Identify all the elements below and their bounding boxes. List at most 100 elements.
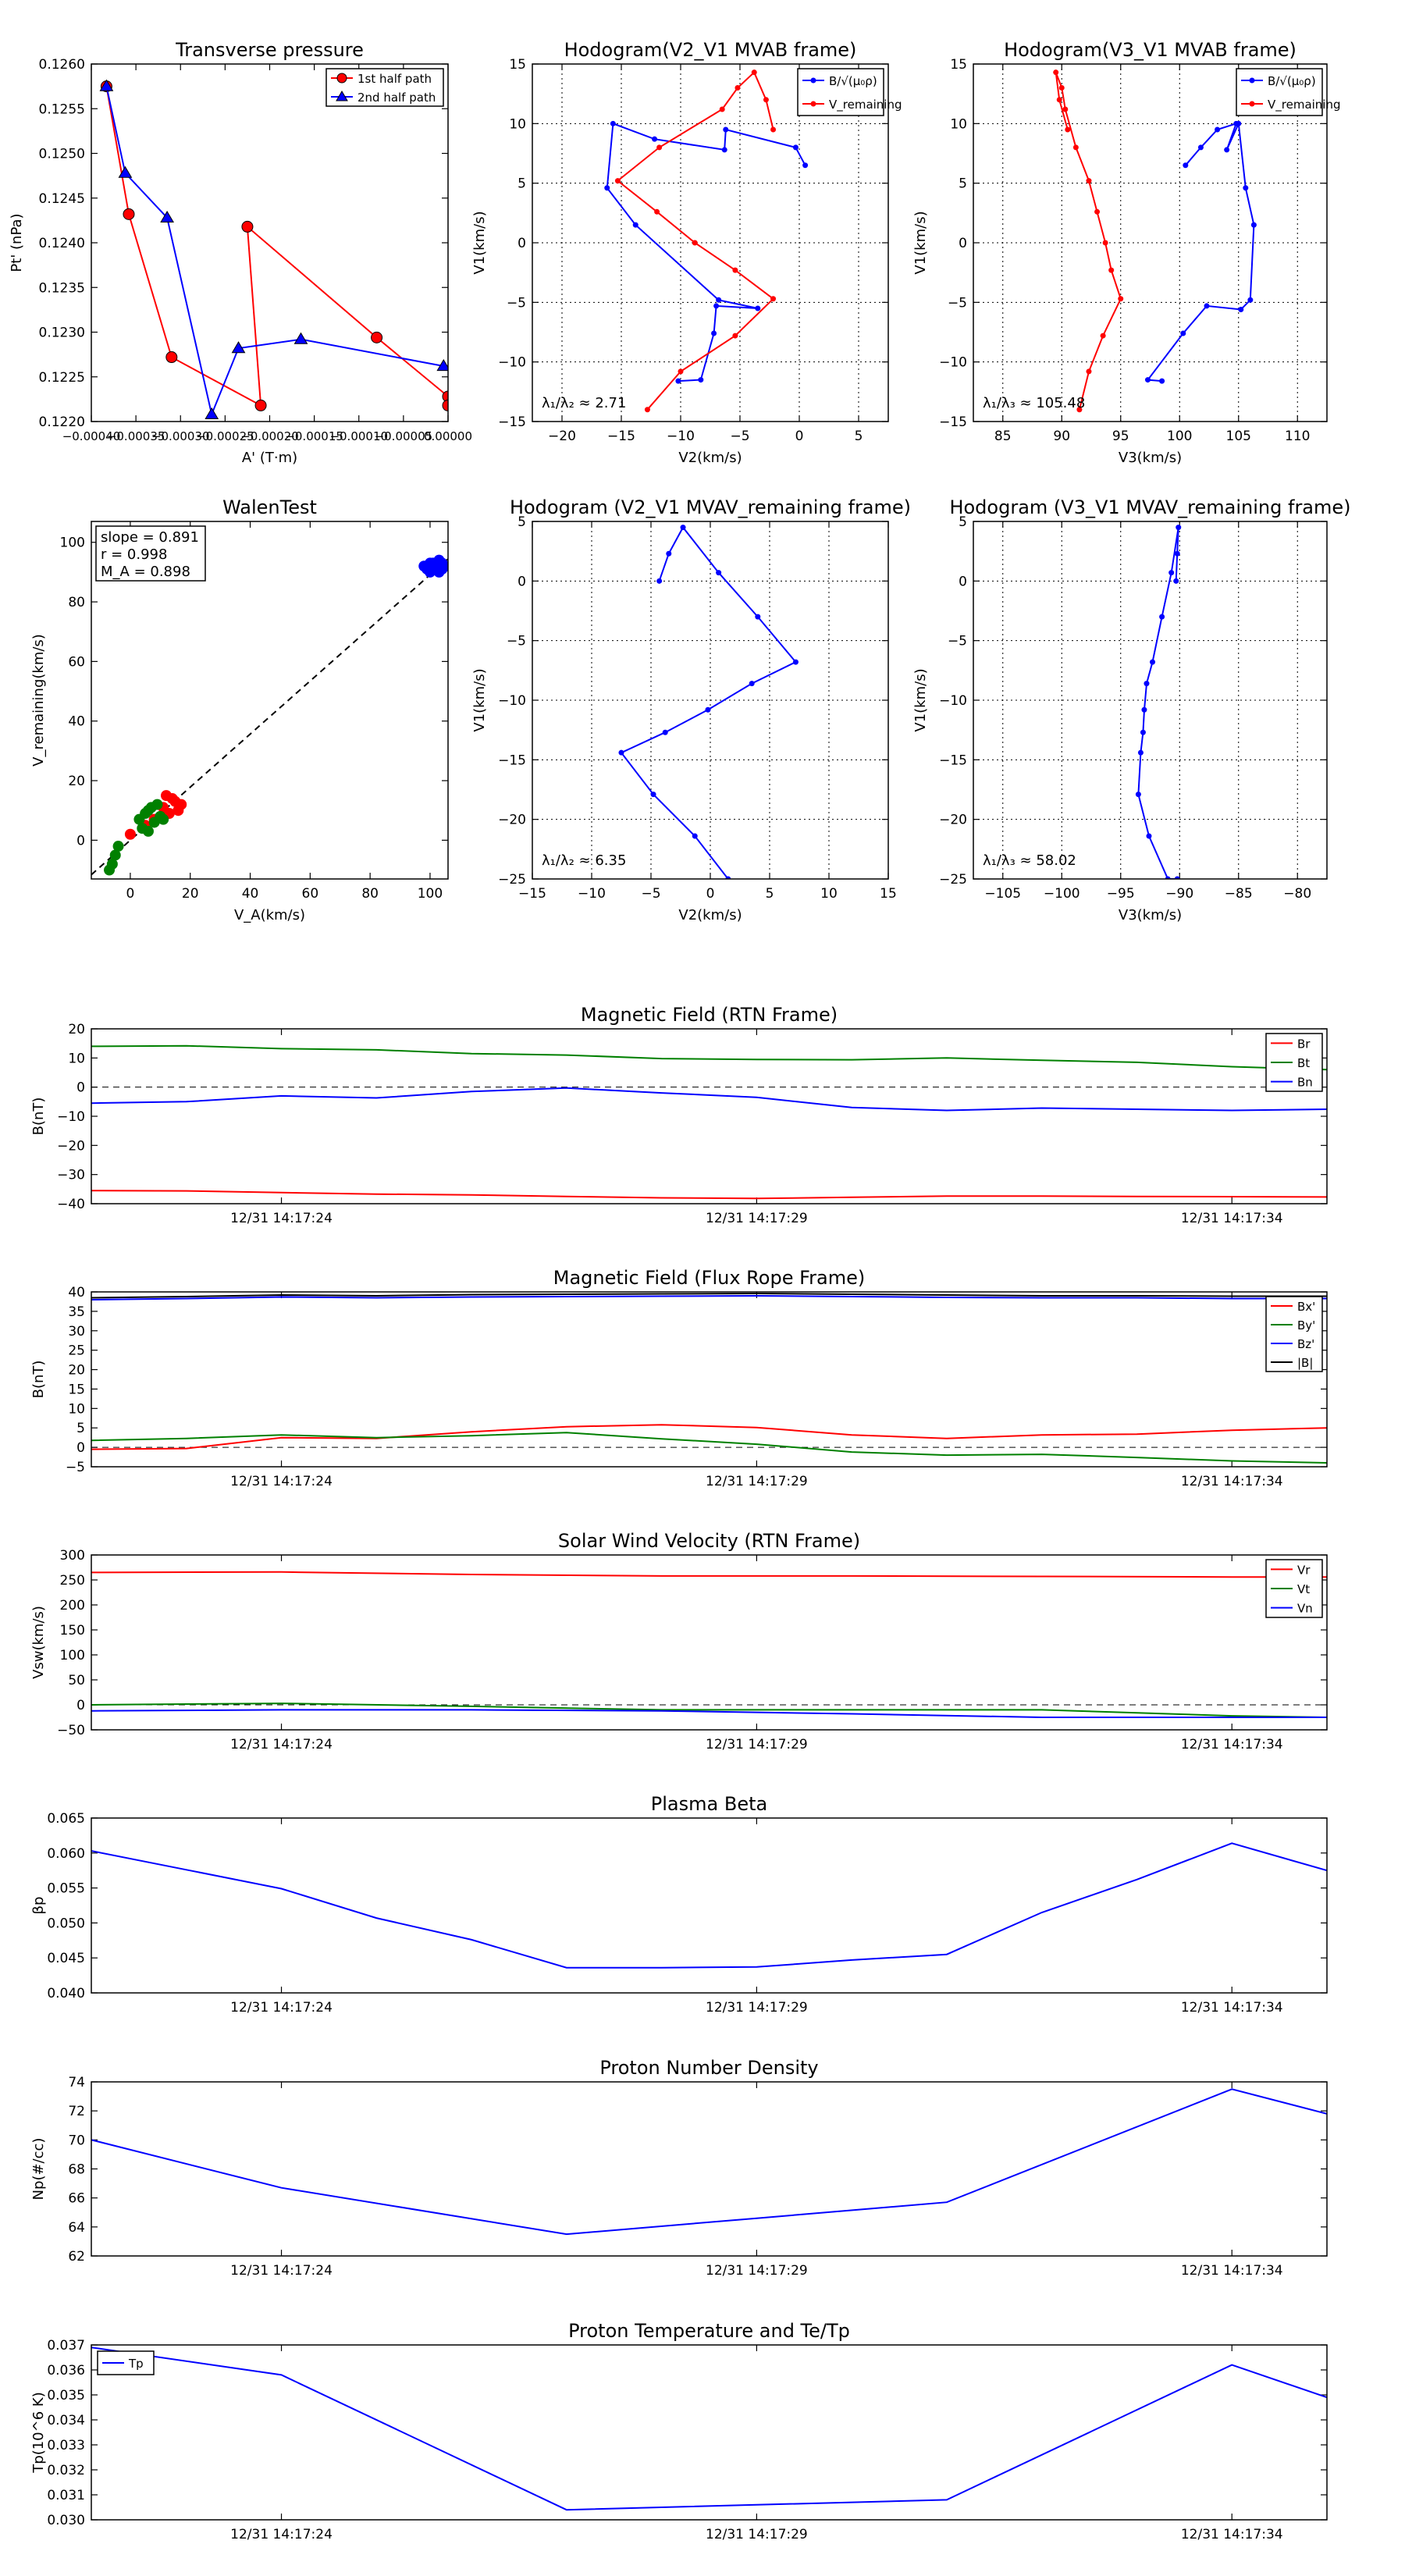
series-line-1 <box>616 71 775 411</box>
x-axis-label: V3(km/s) <box>1119 450 1182 466</box>
y-tick-label: 35 <box>68 1304 85 1320</box>
data-point <box>433 566 445 578</box>
y-tick-label: 0.1240 <box>39 236 85 251</box>
x-tick-label: 100 <box>418 886 443 902</box>
x-tick-label: 110 <box>1285 429 1310 444</box>
x-tick-label: 85 <box>994 429 1012 444</box>
y-tick-label: 0.040 <box>47 1986 85 2001</box>
series-line-0 <box>91 1424 1327 1450</box>
data-point <box>1176 525 1182 531</box>
x-tick-label: 95 <box>1112 429 1129 444</box>
x-tick-label: 20 <box>182 886 199 902</box>
eigenvalue-ratio: λ₁/λ₂ ≈ 2.71 <box>542 395 626 411</box>
legend-label: Bn <box>1297 1076 1313 1090</box>
y-tick-label: 10 <box>509 116 526 132</box>
y-tick-label: 64 <box>68 2220 85 2236</box>
data-point <box>666 550 672 557</box>
stats-box <box>95 525 206 582</box>
legend-box <box>797 68 884 116</box>
data-point <box>705 706 711 713</box>
y-tick-label: −40 <box>57 1197 85 1212</box>
data-point <box>158 813 169 825</box>
data-point <box>1243 185 1249 191</box>
data-point <box>632 222 638 228</box>
y-tick-label: 0.032 <box>47 2463 85 2478</box>
chart-title: Proton Temperature and Te/Tp <box>568 2320 850 2342</box>
y-tick-label: 10 <box>68 1401 85 1417</box>
data-point <box>1146 833 1152 839</box>
series-line-1 <box>91 1432 1327 1464</box>
y-tick-label: 20 <box>68 774 85 789</box>
data-point <box>725 876 731 879</box>
data-point <box>751 69 757 76</box>
data-point <box>436 359 448 372</box>
y-tick-label: 50 <box>68 1673 85 1688</box>
y-axis-label: V1(km/s) <box>912 211 929 274</box>
y-tick-label: 20 <box>68 1022 85 1037</box>
data-point <box>716 297 722 303</box>
plot-area <box>91 2088 1327 2236</box>
series-line-1 <box>91 1044 1327 1071</box>
y-tick-label: 0.1235 <box>39 280 85 296</box>
series-line-0 <box>91 1571 1327 1578</box>
y-axis-label: βp <box>30 1897 47 1915</box>
y-tick-label: 0.1225 <box>39 370 85 386</box>
eigenvalue-ratio: λ₁/λ₂ ≈ 6.35 <box>542 852 626 869</box>
legend-marker <box>336 91 348 101</box>
chart-panel-h4: Hodogram (V3_V1 MVAV_remaining frame) −10… <box>912 496 1351 923</box>
chart-title: Magnetic Field (RTN Frame) <box>581 1004 838 1026</box>
data-point <box>133 813 145 825</box>
x-tick-label: −0.00040 <box>62 429 121 443</box>
stats-line: M_A = 0.898 <box>101 564 190 580</box>
data-point <box>675 378 681 384</box>
y-tick-label: 5 <box>518 514 526 530</box>
y-tick-label: −15 <box>498 753 526 768</box>
y-tick-label: 0.033 <box>47 2438 85 2453</box>
plot-area <box>91 1044 1327 1200</box>
y-tick-label: −25 <box>498 872 526 888</box>
x-tick-label: −80 <box>1283 886 1311 902</box>
y-tick-label: 0.034 <box>47 2413 85 2428</box>
stats-line: r = 0.998 <box>101 546 167 563</box>
series-line-0 <box>91 2088 1327 2236</box>
x-tick-label: 80 <box>361 886 379 902</box>
series-line-0 <box>1146 120 1255 382</box>
y-tick-label: −10 <box>57 1109 85 1125</box>
y-tick-label: 15 <box>68 1382 85 1397</box>
x-tick-label: −15 <box>607 429 635 444</box>
legend-label: Tp <box>128 2357 144 2371</box>
plot-area <box>91 1571 1327 1718</box>
series-line-2 <box>91 1294 1327 1300</box>
axes-frame <box>91 2344 1328 2521</box>
data-point <box>735 85 741 91</box>
chart-panel-ts5: Proton Number Density 12/31 14:17:24 12/31… <box>30 2057 1328 2279</box>
series-line-2 <box>91 1709 1327 1718</box>
data-point <box>802 162 809 169</box>
y-tick-label: 62 <box>68 2249 85 2265</box>
data-point <box>1141 706 1147 713</box>
data-point <box>442 399 448 411</box>
x-tick-label: −0.00010 <box>329 429 388 443</box>
x-tick-label: 12/31 14:17:29 <box>706 2263 808 2279</box>
y-axis-label: Pt' (nPa) <box>9 213 25 272</box>
data-point <box>723 126 729 133</box>
x-tick-label: 12/31 14:17:24 <box>230 1737 333 1752</box>
data-point <box>680 525 686 531</box>
axes-frame <box>91 521 449 880</box>
axes-frame <box>532 63 889 422</box>
y-tick-label: −10 <box>498 355 526 371</box>
data-point <box>118 165 133 178</box>
y-tick-label: 72 <box>68 2104 85 2119</box>
data-point <box>99 79 114 91</box>
axes-frame <box>91 1291 1328 1468</box>
legend-box <box>1265 1296 1323 1372</box>
y-tick-label: 200 <box>60 1598 85 1614</box>
data-point <box>698 377 704 383</box>
axes-frame <box>91 63 449 422</box>
axes-frame <box>973 521 1328 880</box>
legend-label: Bt <box>1297 1056 1310 1070</box>
x-tick-label: 12/31 14:17:24 <box>230 2527 333 2542</box>
data-point <box>1062 106 1069 112</box>
y-tick-label: 5 <box>76 1421 85 1436</box>
